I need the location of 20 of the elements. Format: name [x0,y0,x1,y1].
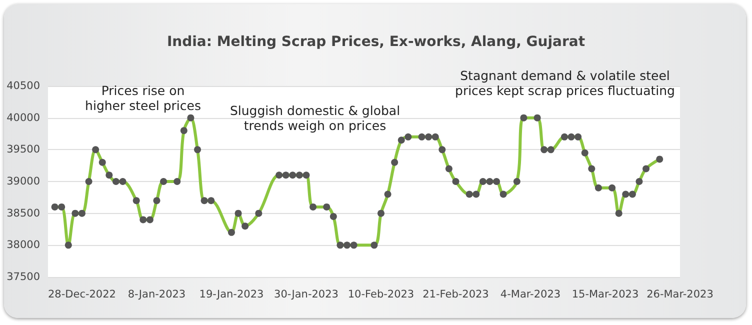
x-tick-label: 21-Feb-2023 [422,288,489,300]
y-tick-label: 38000 [6,239,40,252]
y-tick-label: 38500 [6,207,40,220]
annotation: Stagnant demand & volatile steel prices kept scrap prices fluctuating [455,68,675,98]
y-tick-label: 40500 [6,80,40,92]
x-tick-label: 28-Dec-2022 [48,288,116,300]
y-tick-label: 39500 [6,144,40,156]
chart-title: India: Melting Scrap Prices, Ex-works, Alang, Gujarat [166,34,586,50]
x-tick-label: 15-Mar-2023 [572,288,639,300]
y-tick-label: 40000 [6,112,40,124]
x-tick-label: 26-Mar-2023 [646,288,714,300]
x-tick-label: 19-Jan-2023 [199,288,264,300]
x-tick-label: 4-Mar-2023 [500,288,561,300]
x-tick-label: 8-Jan-2023 [128,288,186,300]
y-tick-label: 39000 [6,176,40,188]
annotation: Prices rise on higher steel prices [85,83,201,113]
annotation: Sluggish domestic & global trends weigh on prices [230,103,400,133]
x-tick-label: 30-Jan-2023 [274,288,338,300]
x-tick-label: 10-Feb-2023 [348,288,414,300]
y-tick-label: 37500 [6,271,40,283]
